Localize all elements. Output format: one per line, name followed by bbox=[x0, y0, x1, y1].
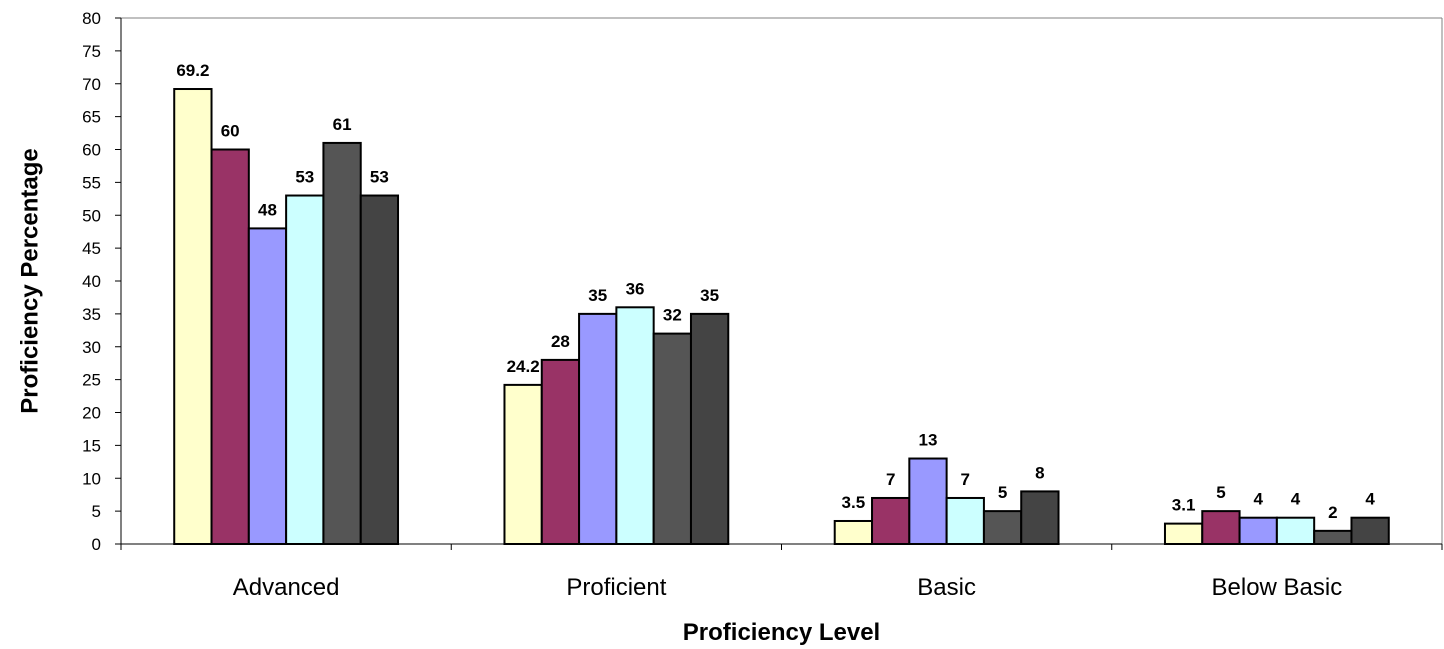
data-label: 3.1 bbox=[1172, 496, 1196, 515]
bar-basic-series-2 bbox=[871, 496, 911, 546]
y-tick-label: 15 bbox=[82, 436, 101, 455]
data-label: 48 bbox=[258, 200, 277, 219]
data-label: 61 bbox=[333, 115, 352, 134]
bar-advanced-series-1 bbox=[173, 88, 213, 545]
y-tick-label: 45 bbox=[82, 239, 101, 258]
y-tick-label: 10 bbox=[82, 469, 101, 488]
y-tick-label: 5 bbox=[92, 502, 101, 521]
data-label: 53 bbox=[295, 168, 314, 187]
y-axis-title: Proficiency Percentage bbox=[16, 148, 43, 413]
data-label: 5 bbox=[998, 483, 1007, 502]
plot-area: 0510152025303540455055606570758069.26048… bbox=[82, 9, 1443, 601]
data-label: 4 bbox=[1365, 490, 1375, 509]
y-tick-label: 40 bbox=[82, 272, 101, 291]
y-tick-label: 0 bbox=[92, 535, 101, 554]
y-tick-label: 80 bbox=[82, 9, 101, 28]
bar-basic-series-4 bbox=[945, 496, 985, 546]
data-label: 7 bbox=[961, 470, 970, 489]
bar-proficient-series-3 bbox=[578, 312, 618, 545]
bar-advanced-series-6 bbox=[359, 194, 400, 545]
bar-proficient-series-1 bbox=[503, 383, 543, 546]
bar-advanced-series-2 bbox=[210, 148, 250, 545]
bar-proficient-series-5 bbox=[652, 332, 692, 545]
y-tick-label: 20 bbox=[82, 404, 101, 423]
data-label: 53 bbox=[370, 168, 389, 187]
data-label: 35 bbox=[700, 286, 719, 305]
data-label: 4 bbox=[1291, 490, 1301, 509]
x-category-label: Basic bbox=[917, 574, 976, 601]
bar-below-basic-series-4 bbox=[1275, 516, 1316, 546]
data-label: 60 bbox=[221, 122, 240, 141]
y-tick-label: 25 bbox=[82, 371, 101, 390]
x-category-label: Proficient bbox=[566, 574, 666, 601]
data-label: 24.2 bbox=[507, 357, 540, 376]
x-axis-title: Proficiency Level bbox=[683, 619, 880, 646]
data-label: 8 bbox=[1035, 463, 1044, 482]
y-tick-label: 35 bbox=[82, 305, 101, 324]
bar-basic-series-3 bbox=[908, 457, 948, 545]
x-category-label: Advanced bbox=[233, 574, 340, 601]
data-label: 36 bbox=[626, 279, 645, 298]
data-label: 32 bbox=[663, 306, 682, 325]
bar-below-basic-series-3 bbox=[1238, 516, 1278, 546]
data-label: 4 bbox=[1253, 490, 1263, 509]
bar-advanced-series-5 bbox=[322, 141, 362, 546]
data-label: 3.5 bbox=[842, 493, 866, 512]
data-label: 5 bbox=[1216, 483, 1225, 502]
y-tick-label: 60 bbox=[82, 141, 101, 160]
y-tick-label: 70 bbox=[82, 75, 101, 94]
bar-basic-series-5 bbox=[982, 510, 1023, 545]
y-tick-label: 55 bbox=[82, 173, 101, 192]
data-label: 28 bbox=[551, 332, 570, 351]
y-tick-label: 75 bbox=[82, 42, 101, 61]
bar-advanced-series-3 bbox=[247, 227, 288, 545]
y-tick-label: 50 bbox=[82, 206, 101, 225]
x-category-label: Below Basic bbox=[1212, 574, 1343, 601]
bar-below-basic-series-5 bbox=[1313, 529, 1353, 545]
bar-proficient-series-6 bbox=[689, 312, 730, 545]
bar-below-basic-series-2 bbox=[1201, 510, 1241, 545]
y-tick-label: 30 bbox=[82, 338, 101, 357]
bar-basic-series-1 bbox=[833, 519, 874, 545]
bar-basic-series-6 bbox=[1020, 490, 1060, 545]
bar-proficient-series-2 bbox=[540, 358, 581, 545]
bar-advanced-series-4 bbox=[285, 194, 325, 545]
data-label: 7 bbox=[886, 470, 895, 489]
y-tick-label: 65 bbox=[82, 108, 101, 127]
data-label: 13 bbox=[919, 431, 938, 450]
bar-below-basic-series-6 bbox=[1350, 516, 1390, 546]
bar-below-basic-series-1 bbox=[1163, 522, 1204, 545]
data-label: 69.2 bbox=[176, 61, 209, 80]
bar-proficient-series-4 bbox=[615, 306, 655, 545]
data-label: 35 bbox=[588, 286, 607, 305]
data-label: 2 bbox=[1328, 503, 1337, 522]
